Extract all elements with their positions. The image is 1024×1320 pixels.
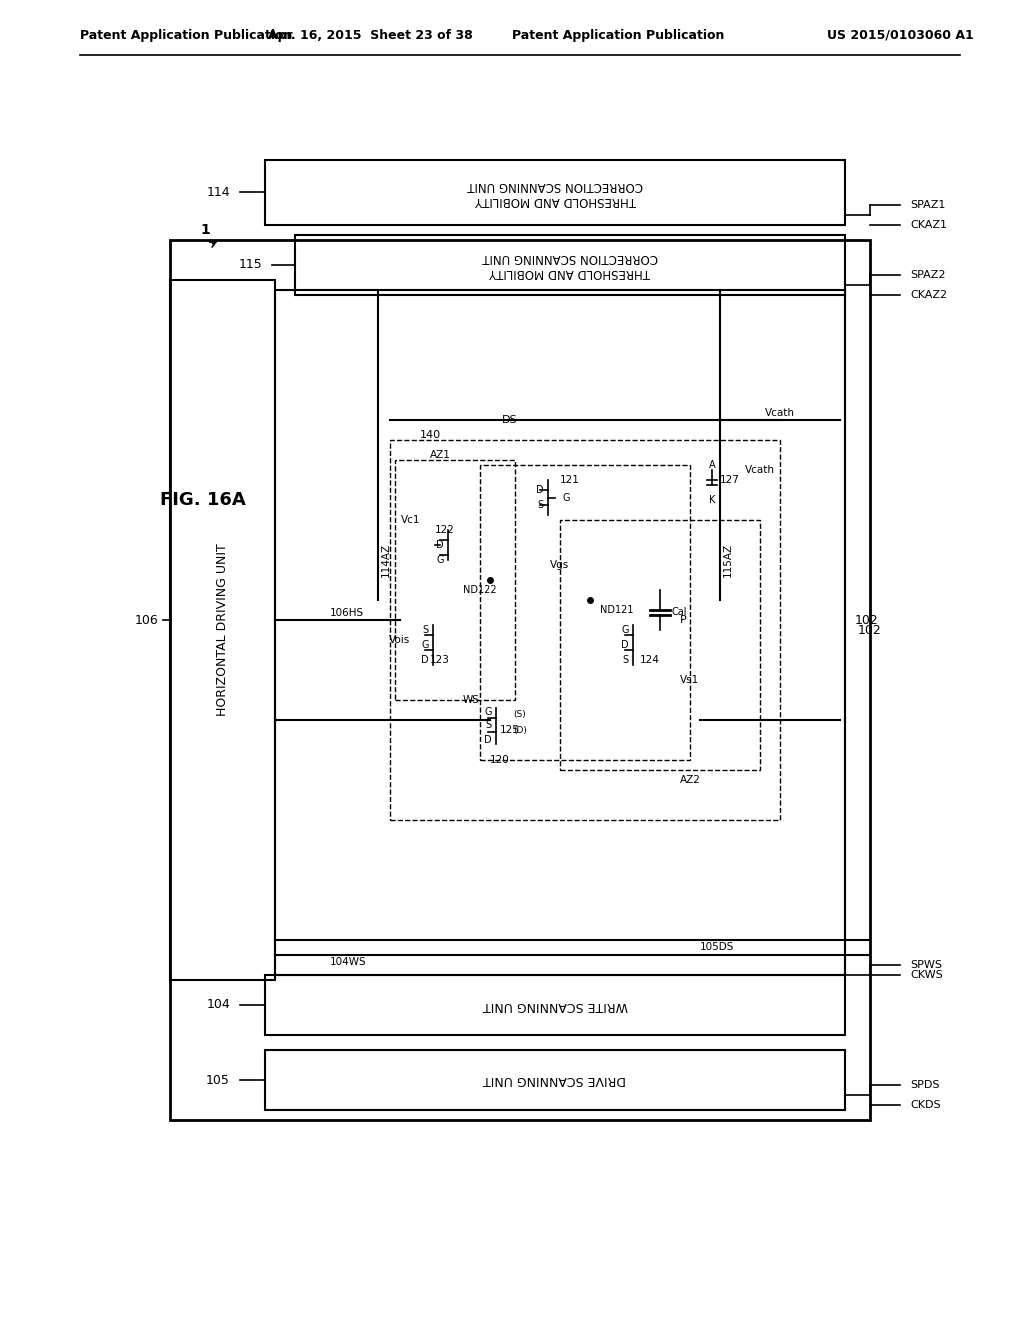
Text: 127: 127: [720, 475, 740, 484]
Text: 102: 102: [855, 614, 879, 627]
Text: CKWS: CKWS: [910, 970, 943, 979]
Text: S: S: [622, 655, 628, 665]
Text: 140: 140: [420, 430, 441, 440]
Text: 104WS: 104WS: [330, 957, 367, 968]
Text: (S): (S): [514, 710, 526, 718]
Text: G: G: [436, 554, 443, 565]
Text: D: D: [421, 655, 429, 665]
Bar: [265, 975, 845, 1035]
Text: Cal: Cal: [672, 607, 687, 616]
Text: G: G: [484, 708, 492, 717]
Text: US 2015/0103060 A1: US 2015/0103060 A1: [826, 29, 974, 41]
Text: DRIVE SCANNING UNIT: DRIVE SCANNING UNIT: [483, 1073, 627, 1086]
Text: 102: 102: [858, 623, 882, 636]
Bar: [295, 235, 845, 294]
Bar: [265, 160, 845, 224]
Text: S: S: [485, 719, 492, 730]
Text: P: P: [680, 615, 687, 624]
Text: 125: 125: [500, 725, 520, 735]
Text: Vc1: Vc1: [400, 515, 420, 525]
Text: 114AZ: 114AZ: [381, 543, 391, 577]
Bar: [390, 440, 780, 820]
Text: DS: DS: [502, 414, 518, 425]
Text: 114: 114: [207, 186, 230, 198]
Text: D: D: [622, 640, 629, 649]
Text: S: S: [422, 624, 428, 635]
Text: G: G: [421, 640, 429, 649]
Text: THRESHOLD AND MOBILITY
CORRECTION SCANNING UNIT: THRESHOLD AND MOBILITY CORRECTION SCANNI…: [467, 180, 643, 207]
Text: 106: 106: [134, 614, 158, 627]
Text: HORIZONTAL DRIVING UNIT: HORIZONTAL DRIVING UNIT: [215, 544, 228, 717]
Bar: [275, 290, 845, 975]
Text: 122: 122: [435, 525, 455, 535]
Text: D: D: [484, 735, 492, 744]
Text: (D): (D): [513, 726, 527, 734]
Text: A: A: [709, 459, 716, 470]
Text: SPDS: SPDS: [910, 1080, 939, 1090]
Text: Vgs: Vgs: [550, 560, 569, 570]
Text: CKAZ1: CKAZ1: [910, 220, 947, 230]
Text: Vcath: Vcath: [745, 465, 775, 475]
Text: Vcath: Vcath: [765, 408, 795, 418]
Text: 123: 123: [430, 655, 450, 665]
Text: Apr. 16, 2015  Sheet 23 of 38: Apr. 16, 2015 Sheet 23 of 38: [267, 29, 472, 41]
Text: Patent Application Publication: Patent Application Publication: [80, 29, 293, 41]
Text: FIG. 16A: FIG. 16A: [160, 491, 246, 510]
Text: THRESHOLD AND MOBILITY
CORRECTION SCANNING UNIT: THRESHOLD AND MOBILITY CORRECTION SCANNI…: [482, 251, 657, 279]
Text: SPAZ1: SPAZ1: [910, 201, 945, 210]
Text: ND122: ND122: [463, 585, 497, 595]
Text: Vois: Vois: [389, 635, 410, 645]
Text: WRITE SCANNING UNIT: WRITE SCANNING UNIT: [482, 998, 628, 1011]
Text: AZ1: AZ1: [430, 450, 451, 459]
Text: 115: 115: [239, 259, 262, 272]
Text: 104: 104: [206, 998, 230, 1011]
Text: SPAZ2: SPAZ2: [910, 271, 945, 280]
Text: CKDS: CKDS: [910, 1100, 941, 1110]
Text: CKAZ2: CKAZ2: [910, 290, 947, 300]
Text: ND121: ND121: [600, 605, 634, 615]
Text: 121: 121: [560, 475, 580, 484]
Text: 105DS: 105DS: [700, 942, 734, 952]
Text: S: S: [537, 500, 543, 510]
Text: 106HS: 106HS: [330, 609, 365, 618]
Text: 124: 124: [640, 655, 659, 665]
Text: SPWS: SPWS: [910, 960, 942, 970]
Bar: [480, 465, 690, 760]
Text: Patent Application Publication: Patent Application Publication: [512, 29, 724, 41]
Text: AZ2: AZ2: [680, 775, 700, 785]
Bar: [560, 520, 760, 770]
Text: Vs1: Vs1: [680, 675, 699, 685]
Text: 105: 105: [206, 1073, 230, 1086]
Text: WS: WS: [463, 696, 480, 705]
Text: D: D: [436, 540, 443, 550]
Text: 1: 1: [200, 223, 210, 238]
Text: 120: 120: [490, 755, 510, 766]
Text: K: K: [709, 495, 715, 506]
Bar: [395, 459, 515, 700]
Bar: [265, 1049, 845, 1110]
Text: G: G: [562, 492, 570, 503]
Text: D: D: [537, 484, 544, 495]
Bar: [170, 240, 870, 1119]
Text: G: G: [622, 624, 629, 635]
Text: 115AZ: 115AZ: [723, 543, 733, 577]
Bar: [170, 280, 275, 979]
